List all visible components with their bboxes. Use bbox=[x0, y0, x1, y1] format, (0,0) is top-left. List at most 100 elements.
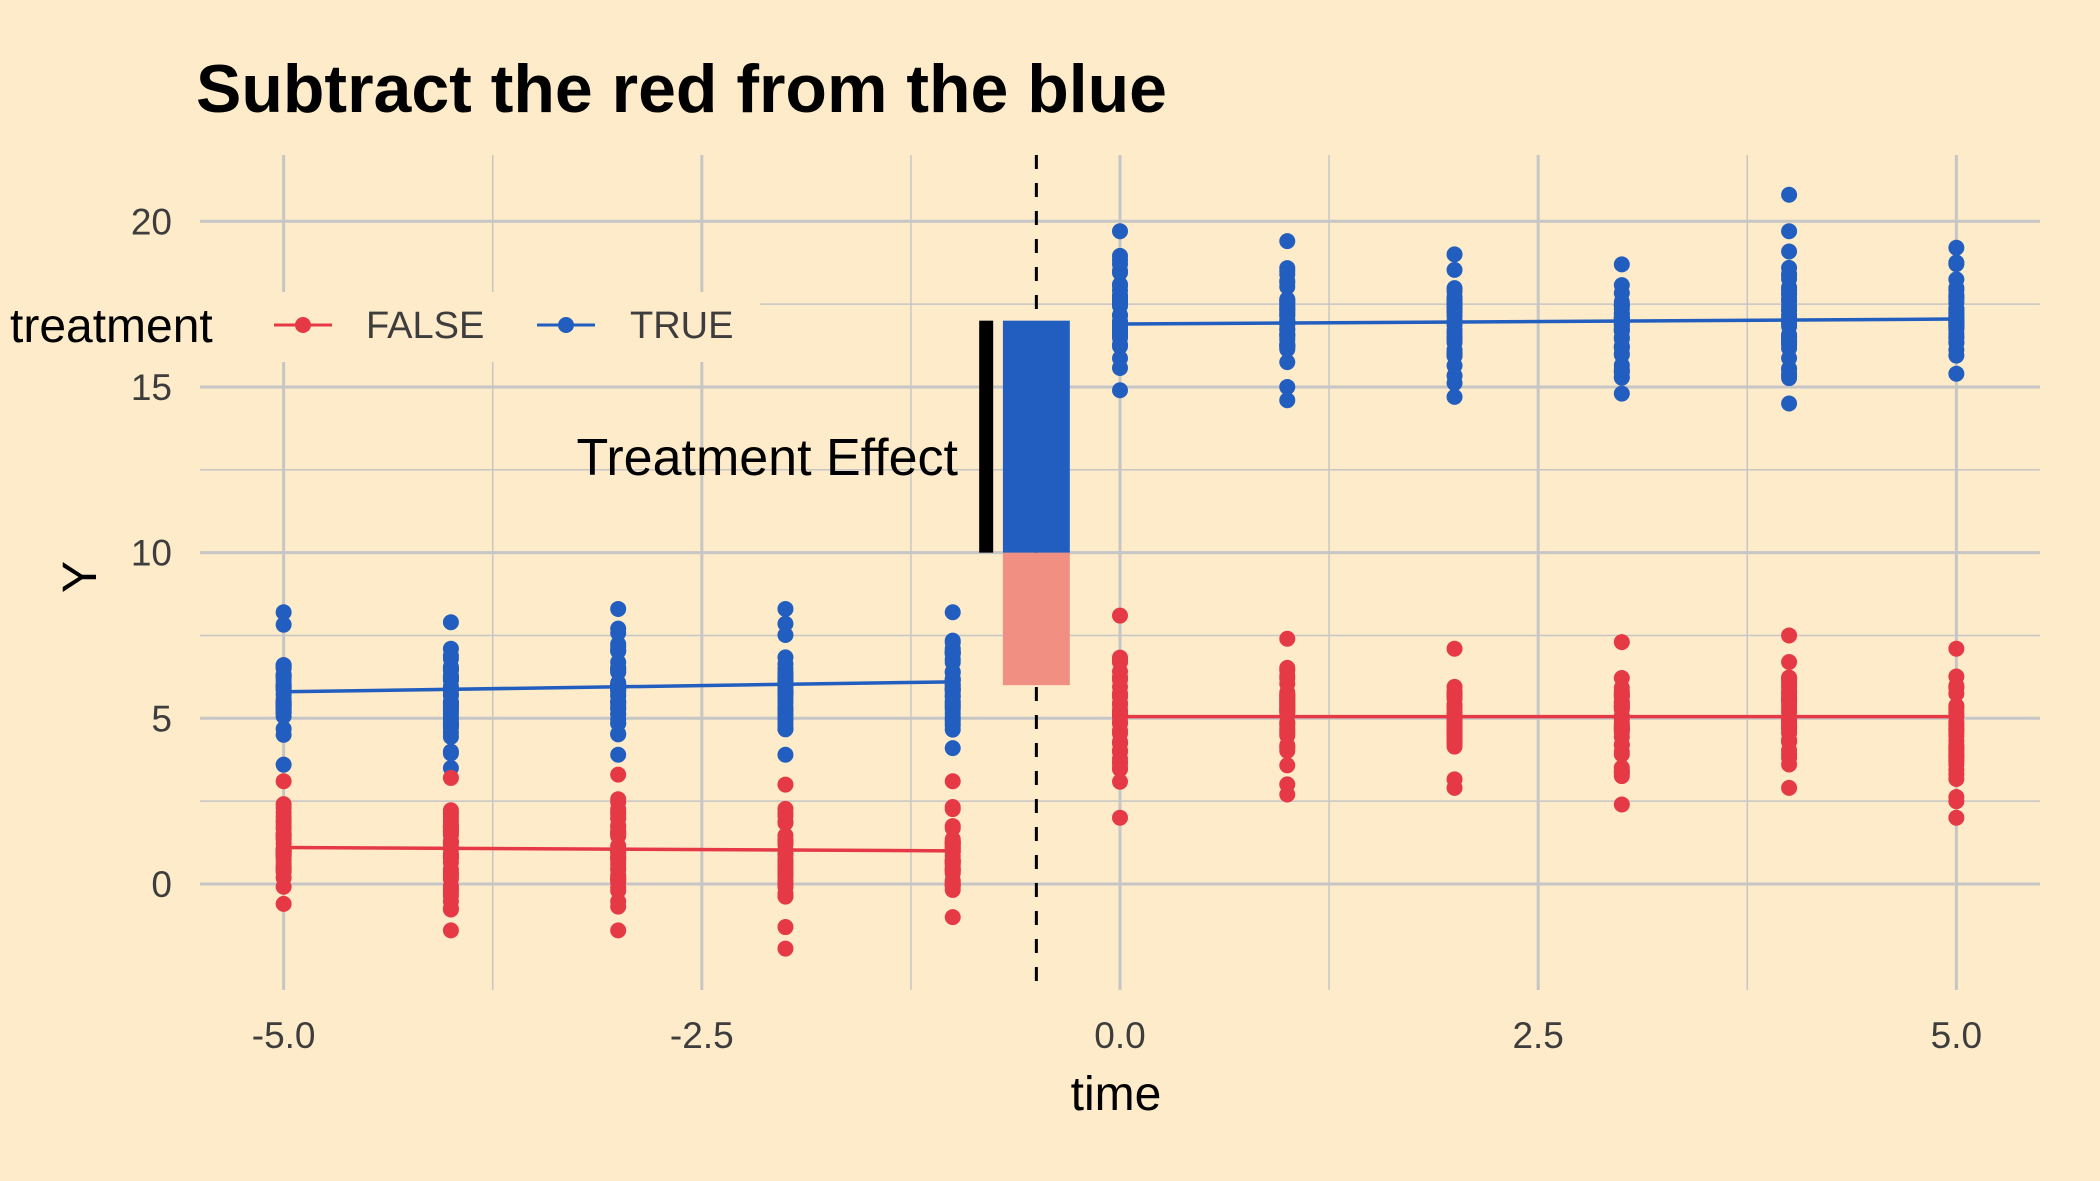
outlier-point-true bbox=[1279, 392, 1296, 409]
point-false bbox=[1948, 677, 1965, 694]
point-true bbox=[1948, 347, 1965, 364]
point-false bbox=[1112, 773, 1128, 790]
legend-false-marker bbox=[295, 317, 311, 333]
point-true bbox=[1948, 302, 1965, 319]
point-false bbox=[1112, 706, 1128, 723]
point-true bbox=[1781, 270, 1798, 287]
point-true bbox=[1948, 365, 1965, 382]
x-tick-label: -5.0 bbox=[252, 1015, 316, 1056]
y-tick-label: 0 bbox=[151, 864, 172, 905]
point-true bbox=[275, 720, 292, 737]
point-false bbox=[777, 919, 794, 936]
treatment-effect-label: Treatment Effect bbox=[577, 429, 959, 487]
trend-line-true bbox=[1119, 317, 1957, 326]
point-false bbox=[275, 859, 292, 876]
point-true bbox=[442, 743, 459, 760]
treatment-effect-bars bbox=[979, 320, 1070, 686]
point-true bbox=[777, 746, 794, 763]
point-true bbox=[1112, 223, 1128, 240]
point-false bbox=[777, 831, 794, 848]
point-true bbox=[1613, 316, 1630, 333]
point-true bbox=[1613, 256, 1630, 273]
point-true bbox=[777, 705, 794, 722]
point-true bbox=[944, 604, 961, 621]
point-false bbox=[275, 895, 292, 912]
trend-line-true bbox=[283, 680, 953, 694]
point-true bbox=[1446, 304, 1463, 321]
point-true bbox=[1279, 272, 1296, 289]
point-true bbox=[777, 669, 794, 686]
point-true bbox=[1781, 365, 1798, 382]
outlier-point-false bbox=[777, 940, 794, 957]
point-false bbox=[610, 860, 627, 877]
point-false bbox=[442, 893, 459, 910]
x-tick-label: 5.0 bbox=[1931, 1015, 1982, 1056]
point-false bbox=[1112, 809, 1128, 826]
point-true bbox=[777, 626, 794, 643]
point-true bbox=[944, 721, 961, 738]
point-true bbox=[1279, 297, 1296, 314]
point-true bbox=[1279, 312, 1296, 329]
point-false bbox=[777, 876, 794, 893]
point-false bbox=[1279, 630, 1296, 647]
point-false bbox=[1613, 693, 1630, 710]
point-true bbox=[1781, 286, 1798, 303]
point-false bbox=[1948, 761, 1965, 778]
legend-true-marker bbox=[558, 317, 574, 333]
legend-title: treatment bbox=[10, 300, 213, 353]
point-false bbox=[442, 802, 459, 819]
point-true bbox=[777, 600, 794, 617]
y-tick-label: 10 bbox=[131, 533, 172, 574]
point-false bbox=[1948, 747, 1965, 764]
x-axis-title: time bbox=[1071, 1068, 1162, 1121]
point-false bbox=[944, 855, 961, 872]
point-false bbox=[944, 773, 961, 790]
point-false bbox=[1613, 759, 1630, 776]
point-true bbox=[275, 616, 292, 633]
point-false bbox=[1781, 627, 1798, 644]
point-false bbox=[275, 773, 292, 790]
point-true bbox=[610, 697, 627, 714]
point-true bbox=[1279, 233, 1296, 250]
point-true bbox=[944, 632, 961, 649]
point-true bbox=[1112, 247, 1128, 264]
point-false bbox=[944, 818, 961, 835]
point-true bbox=[1948, 256, 1965, 273]
point-true bbox=[1446, 388, 1463, 405]
x-tick-label: -2.5 bbox=[670, 1015, 734, 1056]
red-effect-bar bbox=[1002, 552, 1070, 686]
point-false bbox=[610, 766, 627, 783]
point-false bbox=[777, 862, 794, 879]
point-true bbox=[275, 667, 292, 684]
blue-effect-bar bbox=[1002, 320, 1070, 553]
point-false bbox=[1112, 722, 1128, 739]
point-true bbox=[1948, 239, 1965, 256]
point-false bbox=[1279, 696, 1296, 713]
point-true bbox=[442, 724, 459, 741]
point-true bbox=[1279, 327, 1296, 344]
point-true bbox=[1446, 375, 1463, 392]
point-false bbox=[442, 769, 459, 786]
point-false bbox=[1279, 757, 1296, 774]
point-true bbox=[944, 740, 961, 757]
point-true bbox=[1112, 325, 1128, 342]
point-true bbox=[1781, 223, 1798, 240]
point-true bbox=[944, 672, 961, 689]
point-true bbox=[610, 686, 627, 703]
point-true bbox=[1112, 350, 1128, 367]
point-true bbox=[1781, 243, 1798, 260]
point-false bbox=[1613, 634, 1630, 651]
point-false bbox=[944, 909, 961, 926]
point-true bbox=[1112, 264, 1128, 281]
point-true bbox=[1781, 395, 1798, 412]
point-false bbox=[1112, 607, 1128, 624]
point-false bbox=[944, 799, 961, 816]
point-false bbox=[1948, 732, 1965, 749]
point-false bbox=[1948, 640, 1965, 657]
point-true bbox=[1613, 369, 1630, 386]
y-tick-label: 5 bbox=[151, 698, 172, 739]
legend: treatment FALSE TRUE bbox=[0, 292, 760, 362]
point-true bbox=[1948, 279, 1965, 296]
x-tick-label: 2.5 bbox=[1512, 1015, 1563, 1056]
point-true bbox=[275, 604, 292, 621]
